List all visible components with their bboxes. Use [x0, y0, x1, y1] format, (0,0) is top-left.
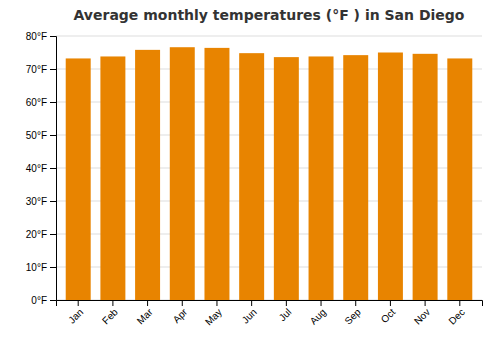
x-tick-label: Apr: [171, 306, 190, 325]
x-tick-label: Aug: [308, 306, 328, 326]
x-tick-label: Dec: [447, 306, 467, 326]
y-tick: 20°F: [26, 229, 56, 240]
y-tick-mark: [50, 69, 56, 70]
y-tick-mark: [50, 168, 56, 169]
bar: [66, 58, 91, 300]
y-tick-label: 10°F: [26, 262, 47, 273]
x-tick-mark: [182, 300, 183, 306]
chart: 0°F 10°F 20°F 30°F 40°F 50°F 60°F 70°F 80°F Jan Fe…: [0, 0, 500, 350]
y-tick-label: 70°F: [26, 64, 47, 75]
x-tick-mark: [216, 300, 217, 306]
x-tick-mark: [251, 300, 252, 306]
bar: [447, 58, 472, 300]
x-tick: Nov: [412, 300, 432, 327]
bar: [100, 56, 125, 300]
bar: [343, 55, 368, 300]
x-tick-mark: [147, 300, 148, 306]
x-tick: Dec: [447, 300, 467, 327]
chart-container: 0°F 10°F 20°F 30°F 40°F 50°F 60°F 70°F 80°F Jan Fe…: [0, 0, 500, 350]
y-tick: 80°F: [26, 31, 56, 42]
bar: [239, 53, 264, 300]
x-axis-line: [57, 301, 483, 307]
x-tick-label: Nov: [412, 306, 432, 326]
x-tick-label: May: [203, 306, 224, 327]
bar: [135, 50, 160, 300]
y-tick-mark: [50, 102, 56, 103]
y-tick: 60°F: [26, 97, 56, 108]
x-tick: Apr: [171, 300, 190, 325]
bar: [204, 48, 229, 300]
y-tick-mark: [50, 201, 56, 202]
y-tick-mark: [50, 267, 56, 268]
x-tick: Sep: [342, 300, 363, 327]
x-tick-mark: [390, 300, 391, 306]
x-tick: Jan: [66, 300, 85, 326]
x-tick-label: Jan: [66, 306, 85, 325]
x-tick-mark: [286, 300, 287, 306]
grid: [56, 36, 482, 300]
x-tick-label: Jul: [277, 306, 294, 323]
x-tick-label: Mar: [135, 306, 155, 326]
x-tick: Jun: [240, 300, 259, 326]
y-tick-mark: [50, 234, 56, 235]
x-tick-label: Jun: [240, 306, 259, 325]
bar: [378, 53, 403, 301]
y-tick-label: 60°F: [26, 97, 47, 108]
x-axis: Jan Feb Mar Apr May Jun Jul Aug Sep Oct Nov Dec: [57, 300, 483, 328]
y-tick-mark: [50, 300, 56, 301]
y-tick: 10°F: [26, 262, 56, 273]
x-tick-mark: [112, 300, 113, 306]
x-tick-label: Sep: [342, 306, 363, 327]
y-tick: 40°F: [26, 163, 56, 174]
y-tick-mark: [50, 36, 56, 37]
x-tick: Mar: [135, 300, 155, 326]
x-tick-label: Feb: [100, 306, 120, 326]
title: Average monthly temperatures (°F ) in Sa…: [74, 7, 465, 23]
x-tick: Aug: [308, 300, 328, 327]
x-tick-mark: [425, 300, 426, 306]
y-tick-label: 20°F: [26, 229, 47, 240]
y-tick: 30°F: [26, 196, 56, 207]
x-tick: Jul: [277, 300, 294, 323]
x-tick-mark: [78, 300, 79, 306]
grid-line: [56, 36, 482, 37]
y-axis: 0°F 10°F 20°F 30°F 40°F 50°F 60°F 70°F 80°F: [26, 31, 57, 306]
y-tick-label: 40°F: [26, 163, 47, 174]
y-tick-mark: [50, 135, 56, 136]
y-tick-label: 50°F: [26, 130, 47, 141]
x-tick-mark: [355, 300, 356, 306]
bar: [413, 54, 438, 300]
x-tick: Feb: [100, 300, 120, 326]
x-tick-mark: [321, 300, 322, 306]
y-tick-label: 30°F: [26, 196, 47, 207]
bar: [274, 57, 299, 300]
bar: [170, 47, 195, 300]
y-tick: 0°F: [31, 295, 56, 306]
x-tick: Oct: [379, 300, 398, 325]
x-tick-label: Oct: [379, 306, 398, 325]
bars: [66, 47, 473, 300]
y-tick: 50°F: [26, 130, 56, 141]
x-tick: May: [203, 300, 224, 328]
y-axis-line: [50, 37, 57, 301]
y-tick: 70°F: [26, 64, 56, 75]
x-tick-mark: [459, 300, 460, 306]
y-tick-label: 80°F: [26, 31, 47, 42]
y-tick-label: 0°F: [31, 295, 47, 306]
bar: [309, 56, 334, 300]
